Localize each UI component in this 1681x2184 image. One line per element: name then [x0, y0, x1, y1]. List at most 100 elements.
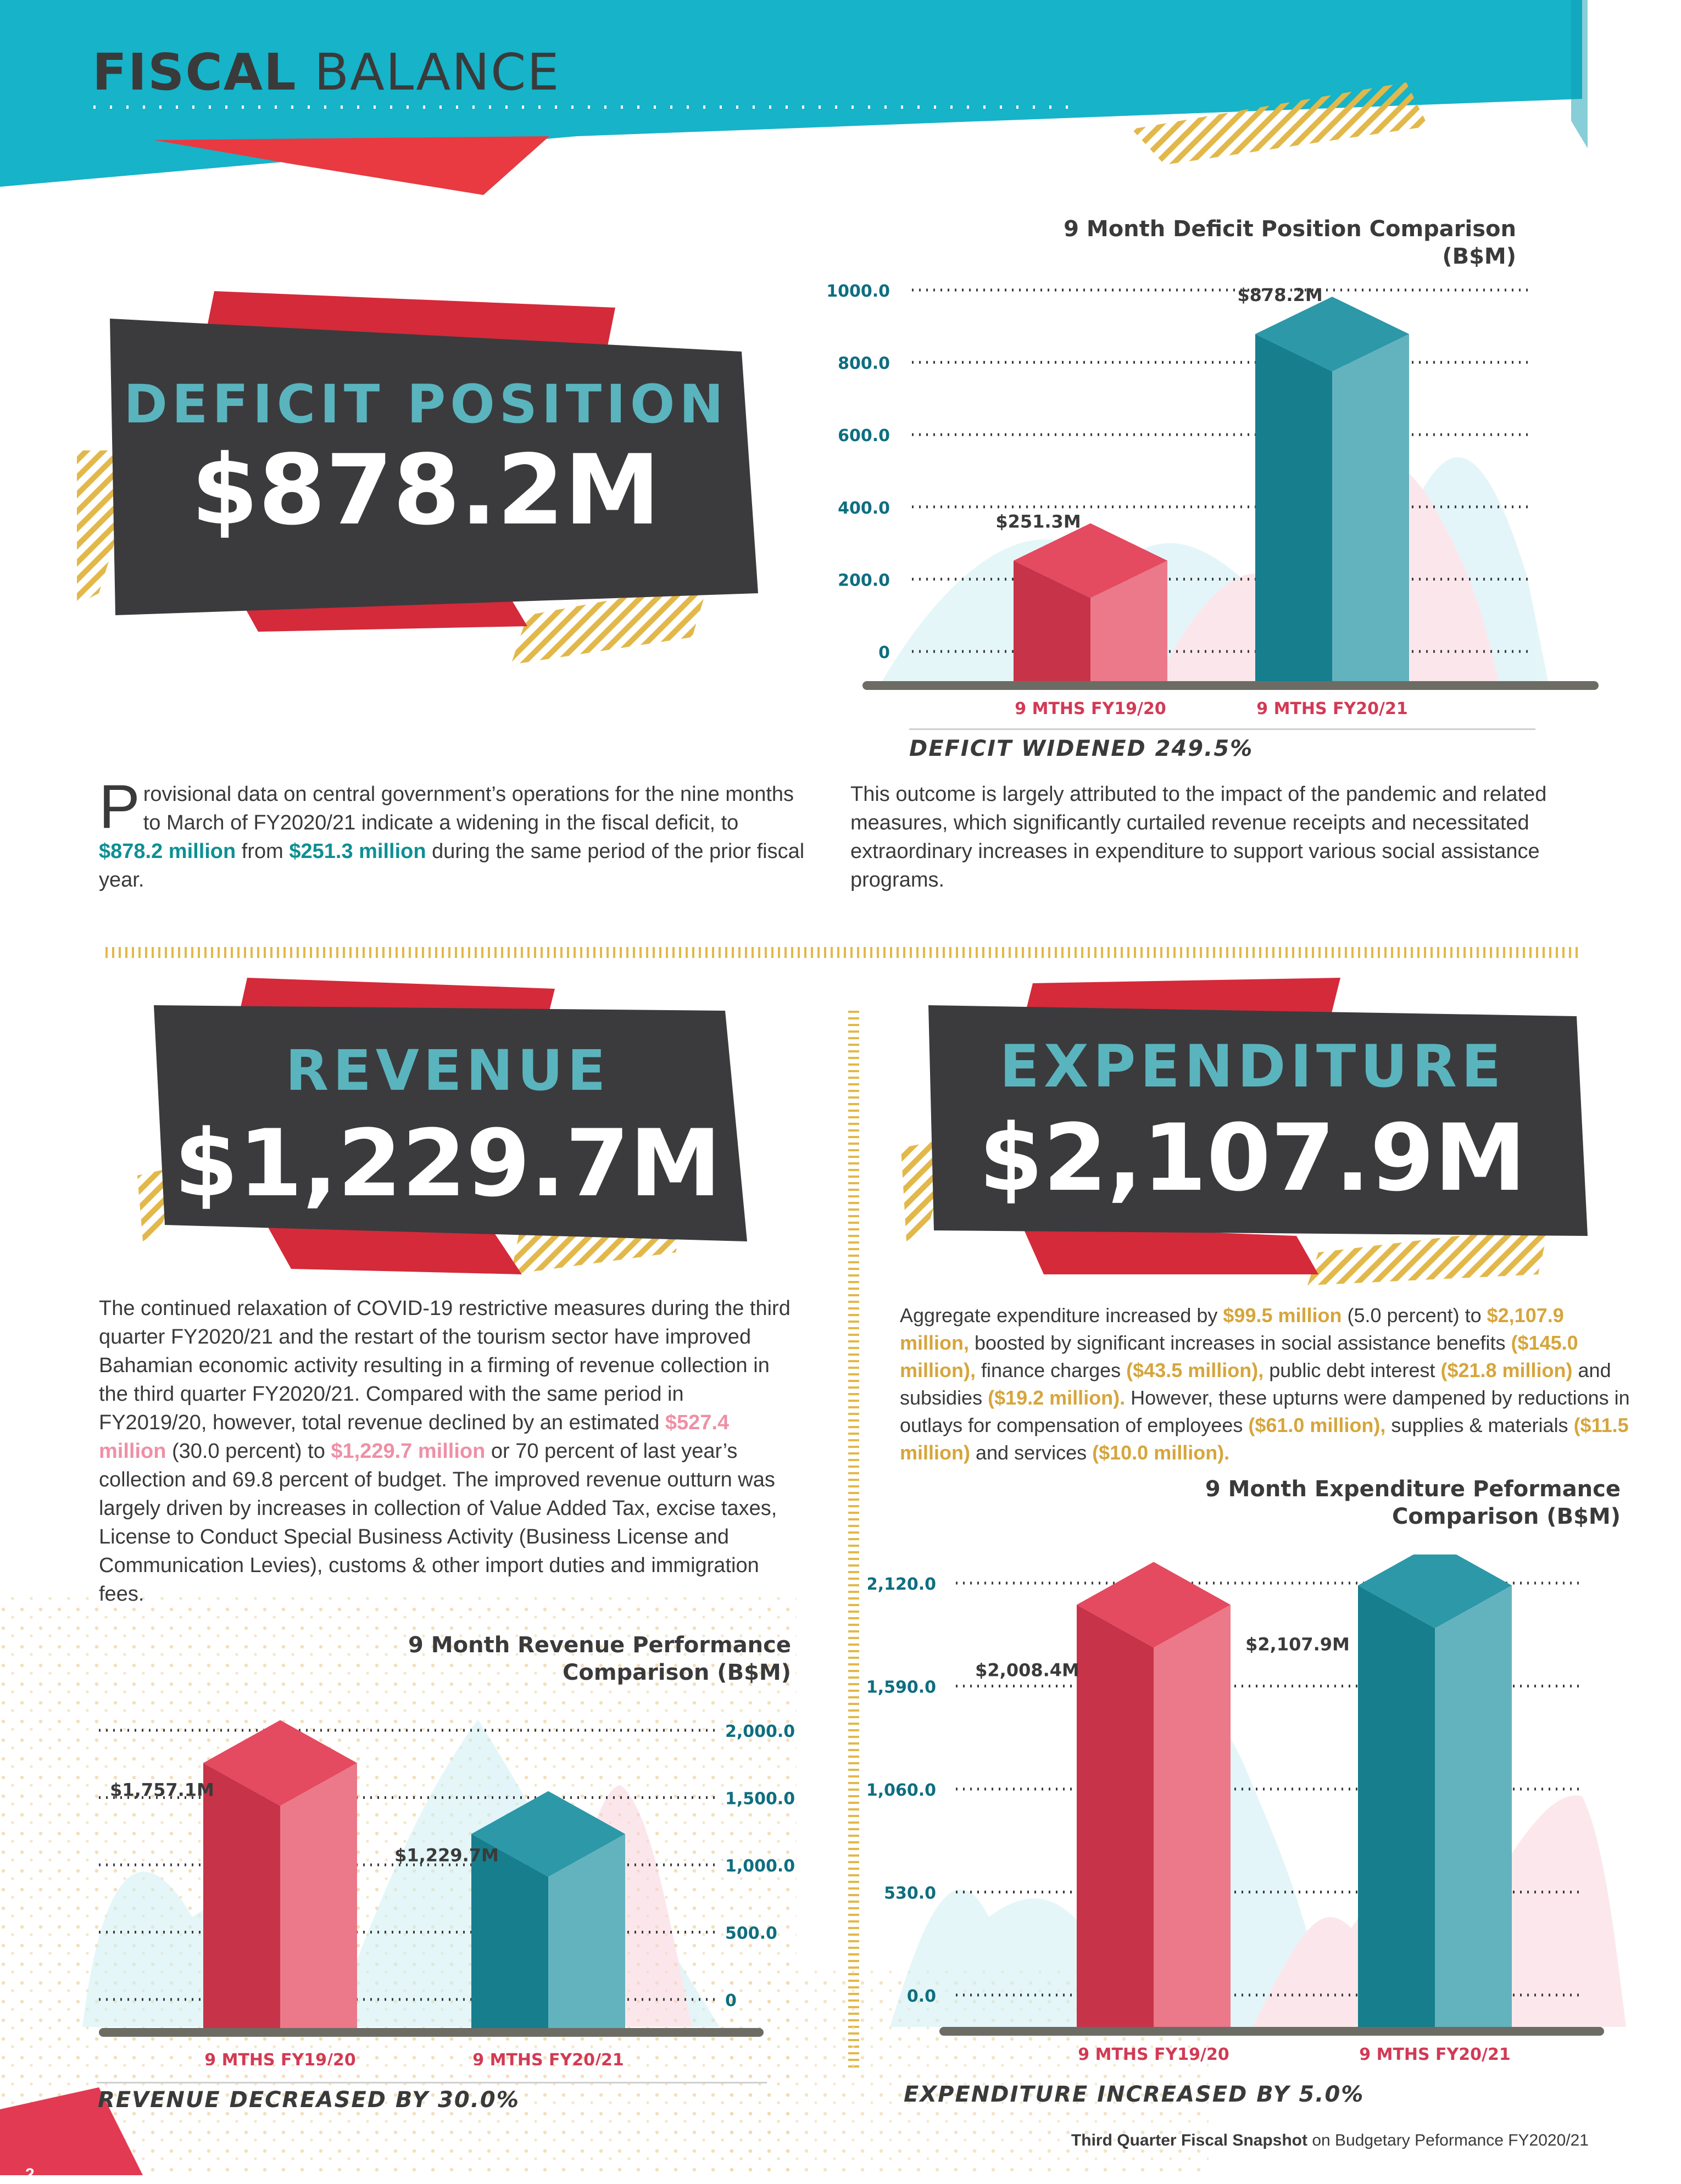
- exp-value-compensation: ($61.0 million),: [1248, 1414, 1386, 1436]
- bar-face-left: [1255, 334, 1332, 681]
- expenditure-chart: 0.0 530.0 1,060.0 1,590.0 2,120.0 $2,008.4M 9 …: [868, 1555, 1626, 2064]
- bar-face-left: [1358, 1585, 1435, 2027]
- deficit-caption: DEFICIT WIDENED 249.5%: [909, 736, 1254, 761]
- bar: [1077, 1562, 1231, 2027]
- footer-rest: on Budgetary Peformance FY2020/21: [1307, 2131, 1589, 2149]
- chart-backdrop: [879, 407, 1549, 687]
- revenue-caption: REVENUE DECREASED BY 30.0%: [98, 2087, 520, 2113]
- bar-top: [1077, 1562, 1231, 1648]
- bar-face-right: [1090, 560, 1167, 681]
- bar-face-left: [1014, 560, 1090, 681]
- bar: [1014, 523, 1167, 681]
- exp-text-1: Aggregate expenditure increased by: [900, 1304, 1223, 1327]
- y-tick-label: 500.0: [725, 1924, 777, 1943]
- dropcap: P: [99, 772, 140, 841]
- y-tick-label: 2,120.0: [868, 1575, 936, 1594]
- revenue-value-decline: $527.4 million: [99, 1411, 730, 1463]
- exp-value-services: ($10.0 million).: [1092, 1441, 1230, 1464]
- y-tick-label: 1,590.0: [868, 1678, 936, 1697]
- baseline: [862, 681, 1599, 690]
- expenditure-paragraph: Aggregate expenditure increased by $99.5…: [900, 1302, 1630, 1467]
- revenue-banner-shape: [137, 978, 747, 1274]
- deficit-banner-shape: [77, 291, 758, 665]
- exp-value-increase: $99.5 million: [1223, 1304, 1342, 1327]
- category-label: 9 MTHS FY20/21: [1359, 2045, 1510, 2064]
- revenue-value-total: $1,229.7 million: [331, 1440, 486, 1463]
- y-tick-label: 400.0: [838, 499, 890, 518]
- deficit-text-2: from: [236, 840, 290, 863]
- expenditure-banner-shape: [901, 978, 1588, 1285]
- bar-face-right: [1435, 1585, 1512, 2027]
- deficit-value-prior: $251.3 million: [289, 840, 426, 863]
- footer: Third Quarter Fiscal Snapshot on Budgeta…: [1071, 2131, 1589, 2150]
- page-title: FISCAL BALANCE: [92, 43, 560, 102]
- y-tick-label: 530.0: [884, 1884, 936, 1903]
- revenue-text-3: or 70 percent of last year’s collection …: [99, 1440, 777, 1606]
- bar: [471, 1791, 625, 2028]
- revenue-chart-title: 9 Month Revenue Performance Comparison (…: [408, 1633, 791, 1685]
- y-tick-label: 0.0: [907, 1987, 936, 2006]
- bar-face-left: [1077, 1604, 1154, 2027]
- deficit-value-current: $878.2 million: [99, 840, 236, 863]
- y-tick-label: 1,000.0: [725, 1857, 795, 1876]
- revenue-text-1: The continued relaxation of COVID-19 res…: [99, 1297, 791, 1434]
- deficit-label: DEFICIT POSITION: [124, 374, 728, 435]
- data-label: $2,107.9M: [1245, 1634, 1350, 1654]
- deficit-chart-title: 9 Month Deficit Position Comparison (B$M…: [1064, 216, 1516, 269]
- exp-value-finance: ($43.5 million),: [1126, 1359, 1264, 1381]
- y-tick-label: 1,500.0: [725, 1790, 795, 1809]
- y-tick-label: 1000.0: [826, 282, 890, 301]
- expenditure-chart-title: 9 Month Expenditure Peformance Compariso…: [1205, 1477, 1621, 1529]
- baseline: [939, 2027, 1604, 2036]
- revenue-amount: $1,229.7M: [174, 1110, 722, 1217]
- deficit-text-3: during the same period of the prior fisc…: [99, 840, 805, 892]
- backdrop-hill: [1253, 1795, 1626, 2027]
- exp-value-total: $2,107.9 million,: [900, 1304, 1564, 1354]
- y-tick-label: 0: [725, 1991, 737, 2010]
- exp-text-9: and services: [970, 1441, 1093, 1464]
- title-light: BALANCE: [314, 43, 560, 102]
- bar-top: [1014, 523, 1167, 598]
- bar-face-right: [280, 1763, 357, 2028]
- expenditure-label: EXPENDITURE: [999, 1033, 1506, 1100]
- category-label: 9 MTHS FY19/20: [1078, 2045, 1229, 2064]
- bar: [1358, 1555, 1512, 2027]
- footer-bold: Third Quarter Fiscal Snapshot: [1071, 2131, 1307, 2149]
- exp-text-2: (5.0 percent) to: [1342, 1304, 1487, 1327]
- page-number: 2: [25, 2165, 35, 2183]
- expenditure-caption: EXPENDITURE INCREASED BY 5.0%: [904, 2082, 1365, 2107]
- expenditure-amount: $2,107.9M: [978, 1104, 1527, 1212]
- y-tick-label: 0: [878, 643, 890, 662]
- exp-value-social: ($145.0 million),: [900, 1331, 1578, 1381]
- category-label: 9 MTHS FY20/21: [472, 2051, 624, 2065]
- bar-face-right: [548, 1834, 625, 2028]
- y-tick-label: 600.0: [838, 426, 890, 445]
- chart-backdrop: [890, 1713, 1626, 2027]
- baseline: [99, 2028, 764, 2037]
- title-bold: FISCAL: [92, 43, 297, 102]
- deficit-chart: 0 200.0 400.0 600.0 800.0 1000.0 $251.3M 9 MTHS…: [826, 282, 1599, 718]
- category-label: 9 MTHS FY19/20: [1015, 699, 1166, 718]
- bar: [1255, 297, 1409, 681]
- category-label: 9 MTHS FY19/20: [204, 2051, 355, 2065]
- exp-text-4: finance charges: [976, 1359, 1127, 1381]
- revenue-caption-rule: [97, 2082, 767, 2083]
- data-label: $878.2M: [1237, 285, 1322, 305]
- deficit-paragraph-right: This outcome is largely attributed to th…: [850, 783, 1547, 892]
- bar-face-right: [1332, 334, 1409, 681]
- bar-face-right: [1154, 1604, 1231, 2027]
- exp-value-supplies: ($11.5 million): [900, 1414, 1629, 1464]
- bar-face-left: [471, 1834, 548, 2028]
- deficit-amount: $878.2M: [191, 434, 661, 547]
- revenue-text-2: (30.0 percent) to: [166, 1440, 331, 1463]
- bar-top: [471, 1791, 625, 1877]
- data-label: $1,757.1M: [110, 1780, 214, 1801]
- bar: [203, 1720, 357, 2028]
- bar-top: [1358, 1555, 1512, 1629]
- bar-top: [1255, 297, 1409, 372]
- data-label: $1,229.7M: [394, 1845, 499, 1866]
- deficit-text-1: rovisional data on central government’s …: [143, 783, 794, 834]
- deficit-caption-rule: [909, 728, 1535, 730]
